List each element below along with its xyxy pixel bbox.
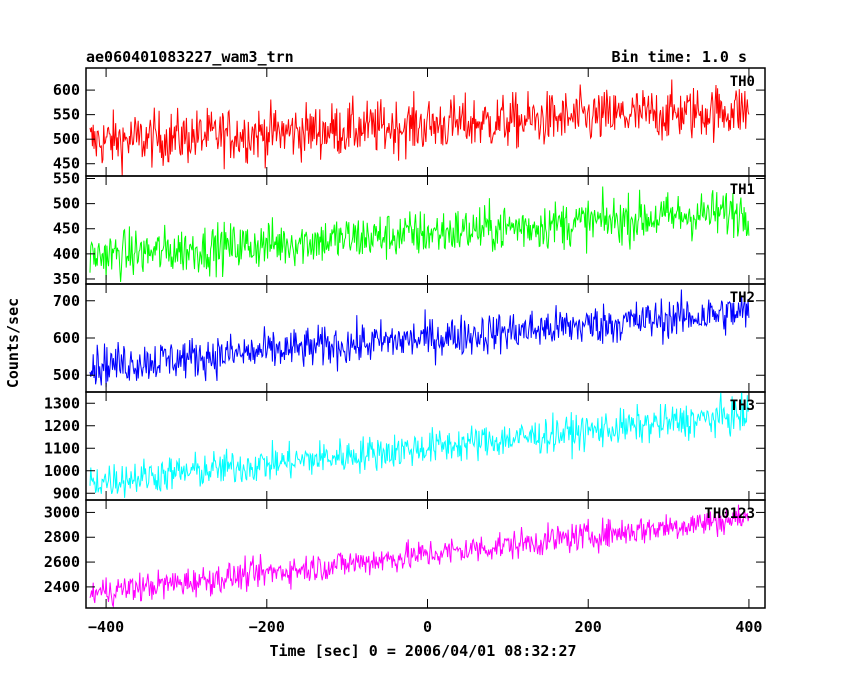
- panel-th1: 350 400 450 500 550 TH1: [53, 170, 766, 288]
- y-tick-label: 400: [53, 245, 80, 263]
- y-tick-label: 450: [53, 155, 80, 173]
- series-line-th0: [89, 79, 750, 176]
- series-line-th2: [89, 289, 750, 388]
- panel-label: TH2: [730, 290, 755, 306]
- panel-label: TH3: [730, 398, 755, 414]
- x-axis-label: Time [sec] 0 = 2006/04/01 08:32:27: [269, 642, 576, 660]
- y-tick-label: 2800: [44, 528, 80, 546]
- panel-frame: [85, 175, 766, 285]
- y-tick-label: 550: [53, 170, 80, 188]
- y-tick-label: 1100: [44, 439, 80, 457]
- chart-title: ae060401083227_wam3_trn: [86, 48, 294, 66]
- y-tick-label: 700: [53, 292, 80, 310]
- series-line-th0123: [89, 504, 750, 608]
- y-tick-label: 2600: [44, 553, 80, 571]
- series-line-th3: [89, 392, 750, 498]
- y-tick-label: 500: [53, 366, 80, 384]
- y-tick-label: 1300: [44, 394, 80, 412]
- bin-time-label: Bin time: 1.0 s: [612, 48, 747, 66]
- y-axis-label: Counts/sec: [4, 298, 22, 388]
- panel-th2: 500 600 700 TH2: [53, 283, 766, 393]
- x-tick-label: −200: [249, 618, 285, 636]
- y-tick-label: 2400: [44, 578, 80, 596]
- y-tick-label: 450: [53, 220, 80, 238]
- panel-label: TH0: [730, 74, 755, 90]
- panel-frame: [85, 499, 766, 609]
- panel-label: TH0123: [704, 506, 755, 522]
- y-tick-label: 550: [53, 106, 80, 124]
- x-tick-label: 0: [423, 618, 432, 636]
- y-tick-label: 500: [53, 195, 80, 213]
- panel-th3: 900 1000 1100 1200 1300 TH3: [44, 391, 766, 502]
- panel-th0123: 2400 2600 2800 3000 TH0123: [44, 499, 766, 609]
- y-tick-label: 500: [53, 130, 80, 148]
- y-tick-label: 600: [53, 329, 80, 347]
- y-tick-label: 1000: [44, 462, 80, 480]
- y-tick-label: 900: [53, 484, 80, 502]
- y-tick-label: 3000: [44, 503, 80, 521]
- x-tick-label: −400: [88, 618, 124, 636]
- x-ticks-group: −400 −200 0 200 400: [88, 618, 762, 636]
- y-tick-label: 600: [53, 81, 80, 99]
- x-tick-label: 400: [735, 618, 762, 636]
- panel-frame: [85, 391, 766, 501]
- panel-th0: 450 500 550 600 TH0: [53, 67, 766, 177]
- series-line-th1: [89, 186, 750, 283]
- y-tick-label: 350: [53, 270, 80, 288]
- y-tick-label: 1200: [44, 417, 80, 435]
- x-tick-label: 200: [575, 618, 602, 636]
- panel-label: TH1: [730, 182, 755, 198]
- panels-group: 450 500 550 600 TH0 350 400 450 500 550 TH1 500 600 7…: [44, 67, 766, 609]
